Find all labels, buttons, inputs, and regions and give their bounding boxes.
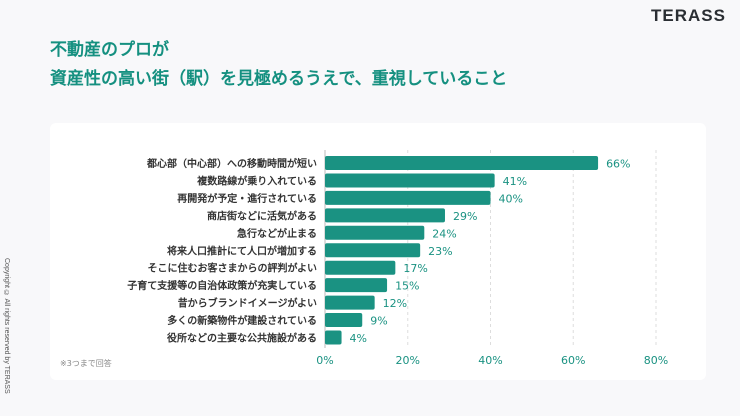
terass-logo: TERASS [651,6,726,25]
category-label: 昔からブランドイメージがよい [178,297,317,310]
x-tick-label: 40% [478,354,502,367]
data-label: 9% [370,315,387,328]
category-label: 再開発が予定・進行されている [177,192,317,205]
bar [325,313,363,328]
page-title-line2: 資産性の高い街（駅）を見極めるうえで、重視していること [50,69,508,89]
bar [325,173,495,188]
data-label: 24% [432,227,456,240]
bar [325,278,388,293]
data-label: 17% [403,262,427,275]
bar [325,330,342,345]
x-tick-label: 20% [396,354,420,367]
category-label: 子育て支援等の自治体政策が充実している [127,279,317,292]
category-label: 将来人口推計にて人口が増加する [167,244,317,257]
x-tick-label: 80% [644,354,668,367]
x-tick-label: 60% [561,354,585,367]
bar [325,208,445,223]
bar [325,225,425,240]
category-label: 都心部（中心部）への移動時間が短い [146,157,317,170]
page-title-line1: 不動産のプロが [50,40,169,60]
data-label: 15% [395,280,419,293]
data-label: 4% [350,332,367,345]
bar [325,190,491,205]
data-label: 29% [453,210,477,223]
category-label: 複数路線が乗り入れている [196,174,317,187]
bar [325,260,396,275]
data-label: 40% [499,192,523,205]
category-label: そこに住むお客さまからの評判がよい [148,262,318,275]
category-label: 商店街などに活気がある [207,209,317,222]
data-label: 66% [606,158,630,171]
footnote: ※3つまで回答 [60,359,112,368]
category-label: 多くの新築物件が建設されている [167,314,317,327]
data-label: 23% [428,245,452,258]
data-label: 12% [383,297,407,310]
data-label: 41% [503,175,527,188]
category-label: 役所などの主要な公共施設がある [167,332,317,345]
bar [325,243,421,258]
x-tick-label: 0% [316,354,333,367]
bar [325,295,375,310]
category-label: 急行などが止まる [237,227,317,240]
copyright: Copyright © All rights reserved by TERAS… [3,258,10,394]
bar [325,156,599,170]
